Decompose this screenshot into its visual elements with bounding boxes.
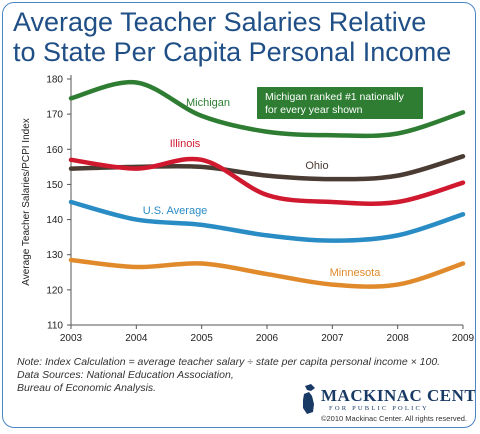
series-line-michigan bbox=[68, 79, 466, 139]
copyright-text: ©2010 Mackinac Center. All rights reserv… bbox=[320, 414, 467, 423]
series-label-illinois: Illinois bbox=[170, 138, 201, 150]
y-tick-label: 170 bbox=[46, 110, 63, 121]
x-tick-label: 2005 bbox=[191, 333, 214, 344]
mackinac-logo: MACKINAC CENTER FOR PUBLIC POLICY bbox=[299, 382, 475, 424]
axes: 110 120 130 140 150 160 170 180 2003 2004 2005 2006… bbox=[21, 75, 475, 345]
logo-tagline: FOR PUBLIC POLICY bbox=[329, 405, 429, 412]
series-labels: Michigan Ohio Illinois U.S. Average Minnesot… bbox=[143, 97, 382, 279]
chart-note: Note: Index Calculation = average teache… bbox=[17, 356, 441, 395]
x-tick-label: 2003 bbox=[60, 333, 83, 344]
x-tick-label: 2008 bbox=[387, 333, 410, 344]
y-tick-label: 130 bbox=[46, 250, 63, 261]
y-tick-label: 140 bbox=[46, 215, 63, 226]
y-tick-label: 120 bbox=[46, 285, 63, 296]
note-line: Data Sources: National Education Associa… bbox=[17, 369, 234, 381]
michigan-map-icon bbox=[303, 384, 315, 414]
y-tick-label: 150 bbox=[46, 180, 63, 191]
series-label-michigan: Michigan bbox=[186, 97, 230, 109]
series-line-minnesota bbox=[68, 257, 466, 289]
series-line-illinois bbox=[68, 156, 466, 206]
chart-title-line-1: Average Teacher Salaries Relative bbox=[13, 7, 427, 37]
x-tick-label: 2007 bbox=[321, 333, 344, 344]
series-label-ohio: Ohio bbox=[305, 160, 328, 172]
series-line-u-s-average bbox=[68, 199, 466, 243]
y-tick-label: 160 bbox=[46, 145, 63, 156]
chart-title-line-2: to State Per Capita Personal Income bbox=[13, 37, 452, 67]
x-tick-label: 2006 bbox=[256, 333, 279, 344]
logo-name: MACKINAC CENTER bbox=[321, 386, 476, 405]
y-tick-label: 180 bbox=[46, 75, 63, 86]
annotation-text: for every year shown bbox=[265, 104, 363, 116]
x-tick-label: 2004 bbox=[125, 333, 148, 344]
y-tick-label: 110 bbox=[47, 321, 63, 332]
line-chart: 110 120 130 140 150 160 170 180 2003 2004 2005 2006… bbox=[21, 75, 475, 345]
chart-title: Average Teacher Salaries Relative to Sta… bbox=[13, 7, 473, 67]
series-lines bbox=[68, 79, 466, 289]
note-line: Bureau of Economic Analysis. bbox=[17, 382, 157, 394]
y-axis-label: Average Teacher Salaries/PCPI Index bbox=[21, 118, 32, 286]
series-label-minnesota: Minnesota bbox=[330, 267, 382, 279]
chart-frame: Average Teacher Salaries Relative to Sta… bbox=[2, 2, 476, 428]
annotation-box-bg bbox=[257, 87, 423, 119]
annotation-text: Michigan ranked #1 nationally bbox=[265, 91, 405, 103]
x-tick-label: 2009 bbox=[452, 333, 475, 344]
series-label-u-s-average: U.S. Average bbox=[143, 205, 208, 217]
note-line: Note: Index Calculation = average teache… bbox=[17, 356, 441, 368]
